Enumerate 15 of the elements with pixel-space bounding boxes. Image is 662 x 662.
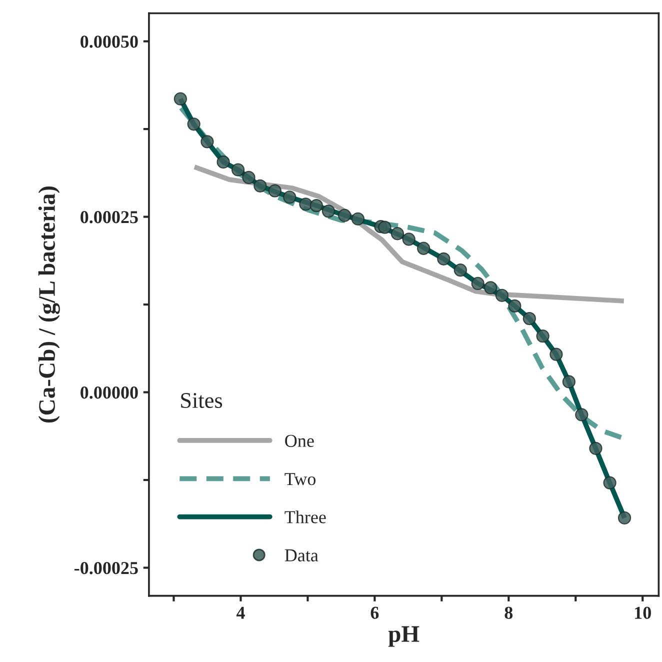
y-axis-title: (Ca-Cb) / (g/L bacteria) — [38, 186, 60, 422]
x-tick-label: 6 — [370, 606, 379, 619]
y-tick-label: -0.00025 — [74, 562, 138, 574]
x-tick-label: 8 — [504, 606, 513, 619]
legend-label: Three — [284, 510, 326, 524]
legend-label: One — [285, 434, 314, 447]
legend-title: Sites — [181, 393, 222, 408]
x-tick-label: 10 — [635, 606, 651, 619]
x-axis-title: pH — [388, 626, 420, 647]
legend-label: Two — [284, 473, 316, 486]
y-tick-label: 0.00050 — [80, 36, 138, 48]
x-tick-label: 4 — [236, 606, 245, 619]
legend-label: Data — [284, 549, 318, 562]
y-tick-label: 0.00025 — [80, 211, 138, 224]
y-tick-label: 0.00000 — [80, 386, 138, 399]
